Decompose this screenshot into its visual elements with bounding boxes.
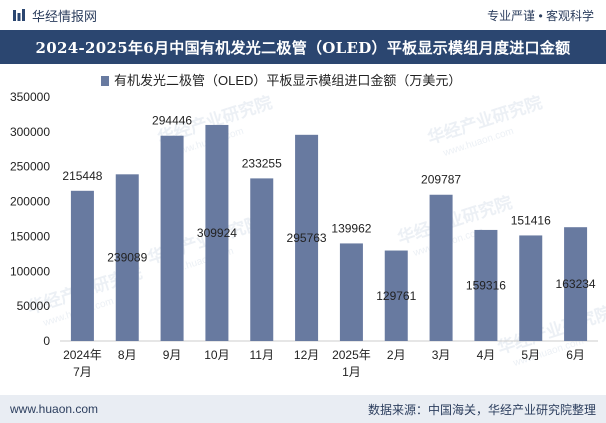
- chart: 华经产业研究院www.huaon.com华经产业研究院www.huaon.com…: [10, 73, 606, 379]
- data-label: 209787: [421, 173, 461, 187]
- x-tick-label: 1月: [342, 365, 361, 379]
- y-tick-label: 50000: [17, 299, 51, 313]
- y-tick-label: 350000: [10, 90, 50, 104]
- bar: [160, 135, 184, 341]
- bar: [384, 250, 408, 341]
- x-tick-label: 11月: [250, 348, 274, 362]
- x-tick-label: 9月: [163, 348, 182, 362]
- bar: [339, 243, 363, 341]
- x-tick-label: 8月: [118, 348, 137, 362]
- y-tick-label: 0: [43, 334, 50, 348]
- tagline: 专业严谨 • 客观科学: [487, 8, 594, 23]
- brand-name: 华经情报网: [32, 8, 98, 24]
- data-label: 215448: [62, 169, 102, 183]
- x-tick-label: 12月: [294, 348, 319, 362]
- x-tick-label: 2月: [387, 348, 406, 362]
- x-tick-label: 3月: [432, 348, 451, 362]
- bar: [519, 235, 543, 341]
- bar: [205, 124, 229, 342]
- y-tick-label: 300000: [10, 125, 50, 139]
- x-tick-label: 6月: [566, 348, 585, 362]
- y-tick-label: 250000: [10, 160, 50, 174]
- data-label: 163234: [556, 277, 596, 291]
- footer-source: 数据来源：中国海关，华经产业研究院整理: [367, 402, 596, 417]
- bar: [115, 174, 139, 341]
- bar: [564, 227, 588, 341]
- data-label: 295763: [287, 231, 327, 245]
- data-label: 139962: [331, 221, 371, 235]
- footer-site: www.huaon.com: [10, 402, 99, 416]
- legend-swatch: [101, 76, 109, 86]
- data-label: 294446: [152, 114, 192, 128]
- top-bar: 华经情报网 专业严谨 • 客观科学: [0, 0, 606, 30]
- y-tick-label: 200000: [10, 195, 50, 209]
- title-bar: 2024-2025年6月中国有机发光二极管（OLED）平板显示模组月度进口金额: [0, 30, 606, 64]
- bar-logo-icon: [13, 9, 25, 21]
- bar: [474, 229, 498, 341]
- bar: [70, 190, 94, 341]
- data-label: 159316: [466, 278, 506, 292]
- y-tick-label: 150000: [10, 229, 50, 243]
- legend-label: 有机发光二极管（OLED）平板显示模组进口金额（万美元）: [114, 73, 461, 88]
- x-tick-label: 5月: [521, 348, 540, 362]
- x-tick-label: 2024年: [63, 348, 102, 362]
- bar: [250, 178, 274, 341]
- data-label: 309924: [197, 226, 237, 240]
- chart-title: 2024-2025年6月中国有机发光二极管（OLED）平板显示模组月度进口金额: [35, 38, 571, 57]
- data-label: 151416: [511, 213, 551, 227]
- data-label: 239089: [107, 251, 147, 265]
- data-label: 233255: [242, 156, 282, 170]
- footer: www.huaon.com 数据来源：中国海关，华经产业研究院整理: [0, 395, 606, 423]
- x-tick-label: 2025年: [332, 348, 371, 362]
- x-tick-label: 7月: [73, 365, 92, 379]
- bar: [429, 194, 453, 341]
- x-tick-label: 4月: [477, 348, 496, 362]
- x-tick-label: 10月: [204, 348, 229, 362]
- data-label: 129761: [376, 289, 416, 303]
- brand: 华经情报网: [0, 6, 97, 25]
- y-tick-label: 100000: [10, 264, 50, 278]
- bar: [295, 134, 319, 341]
